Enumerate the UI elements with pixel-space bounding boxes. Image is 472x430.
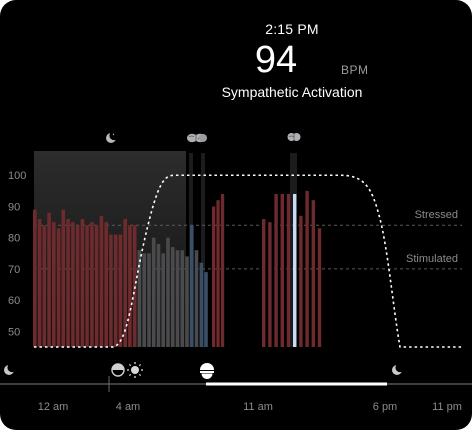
bar[interactable] xyxy=(299,215,303,347)
bar[interactable] xyxy=(33,209,37,347)
y-tick-label: 90 xyxy=(8,201,20,213)
bar[interactable] xyxy=(311,200,315,347)
y-axis-ticks: 50 60 70 80 90 100 xyxy=(8,170,26,338)
bar[interactable] xyxy=(123,219,127,347)
brain-icon xyxy=(199,134,207,142)
moon-icon xyxy=(4,362,17,375)
bar[interactable] xyxy=(85,225,89,347)
x-tick-label: 11 pm xyxy=(432,401,462,413)
bar[interactable] xyxy=(66,219,70,347)
bar[interactable] xyxy=(194,250,199,347)
bar[interactable] xyxy=(268,222,272,347)
bar[interactable] xyxy=(185,256,189,347)
activation-state: Sympathetic Activation xyxy=(221,84,363,100)
moon-icon xyxy=(392,362,405,375)
grid-lines xyxy=(34,224,462,270)
bar[interactable] xyxy=(94,225,99,347)
bar[interactable] xyxy=(147,253,151,347)
bar[interactable] xyxy=(180,250,185,347)
bar[interactable] xyxy=(161,253,165,347)
bar[interactable] xyxy=(113,234,118,347)
bar[interactable] xyxy=(99,215,104,347)
bar[interactable] xyxy=(80,219,85,347)
bar[interactable] xyxy=(90,222,94,347)
session-column xyxy=(201,153,205,347)
bar[interactable] xyxy=(104,222,108,347)
bar-series[interactable] xyxy=(33,190,322,348)
bar[interactable] xyxy=(286,194,291,347)
brain-icon xyxy=(287,133,301,141)
bpm-unit: BPM xyxy=(341,63,369,77)
bar[interactable] xyxy=(61,209,66,347)
sun-icon xyxy=(127,362,143,378)
bar[interactable] xyxy=(75,225,80,347)
reference-labels: Stressed Stimulated xyxy=(406,209,458,265)
sunrise-icon xyxy=(111,363,125,377)
x-tick-label: 12 am xyxy=(38,401,69,413)
bar[interactable] xyxy=(166,237,170,347)
x-tick-label: 11 am xyxy=(243,401,273,413)
bar[interactable] xyxy=(47,212,51,347)
bar[interactable] xyxy=(109,234,113,347)
bar[interactable] xyxy=(175,250,180,347)
selected-time: 2:15 PM xyxy=(265,21,319,37)
bar[interactable] xyxy=(142,253,146,347)
bar[interactable] xyxy=(37,219,42,347)
bar[interactable] xyxy=(220,194,225,347)
bar[interactable] xyxy=(305,190,309,347)
y-tick-label: 80 xyxy=(8,233,20,245)
sunset-icon xyxy=(200,363,214,379)
moon-icon xyxy=(106,130,119,143)
y-tick-label: 60 xyxy=(8,295,20,307)
x-tick-label: 4 am xyxy=(116,401,140,413)
bar[interactable] xyxy=(199,262,204,347)
x-axis-ticks: 12 am 4 am 11 am 6 pm 11 pm xyxy=(38,401,462,413)
bar[interactable] xyxy=(262,219,266,347)
bar[interactable] xyxy=(56,228,61,347)
bar[interactable] xyxy=(170,247,175,347)
activation-curve xyxy=(34,174,462,348)
bar[interactable] xyxy=(42,225,47,347)
bar[interactable] xyxy=(118,234,123,347)
timeline-day-segment xyxy=(206,382,387,386)
bar[interactable] xyxy=(151,237,156,347)
reference-line-label: Stimulated xyxy=(406,253,458,265)
bar[interactable] xyxy=(132,225,137,347)
bar[interactable] xyxy=(212,206,216,348)
selected-bar[interactable] xyxy=(293,194,297,347)
y-tick-label: 50 xyxy=(8,326,20,338)
bpm-value: 94 xyxy=(254,39,298,81)
bar[interactable] xyxy=(216,200,220,347)
bar[interactable] xyxy=(274,194,278,347)
bar[interactable] xyxy=(190,225,194,347)
bar[interactable] xyxy=(156,243,161,347)
y-tick-label: 100 xyxy=(8,170,26,182)
bar[interactable] xyxy=(204,272,208,347)
x-tick-label: 6 pm xyxy=(373,401,397,413)
bar[interactable] xyxy=(52,222,56,347)
reference-line-label: Stressed xyxy=(415,209,458,221)
bar[interactable] xyxy=(280,194,284,347)
y-tick-label: 70 xyxy=(8,264,20,276)
bar[interactable] xyxy=(317,228,322,347)
bar[interactable] xyxy=(71,222,75,347)
bar[interactable] xyxy=(128,225,132,347)
bar[interactable] xyxy=(137,250,142,347)
